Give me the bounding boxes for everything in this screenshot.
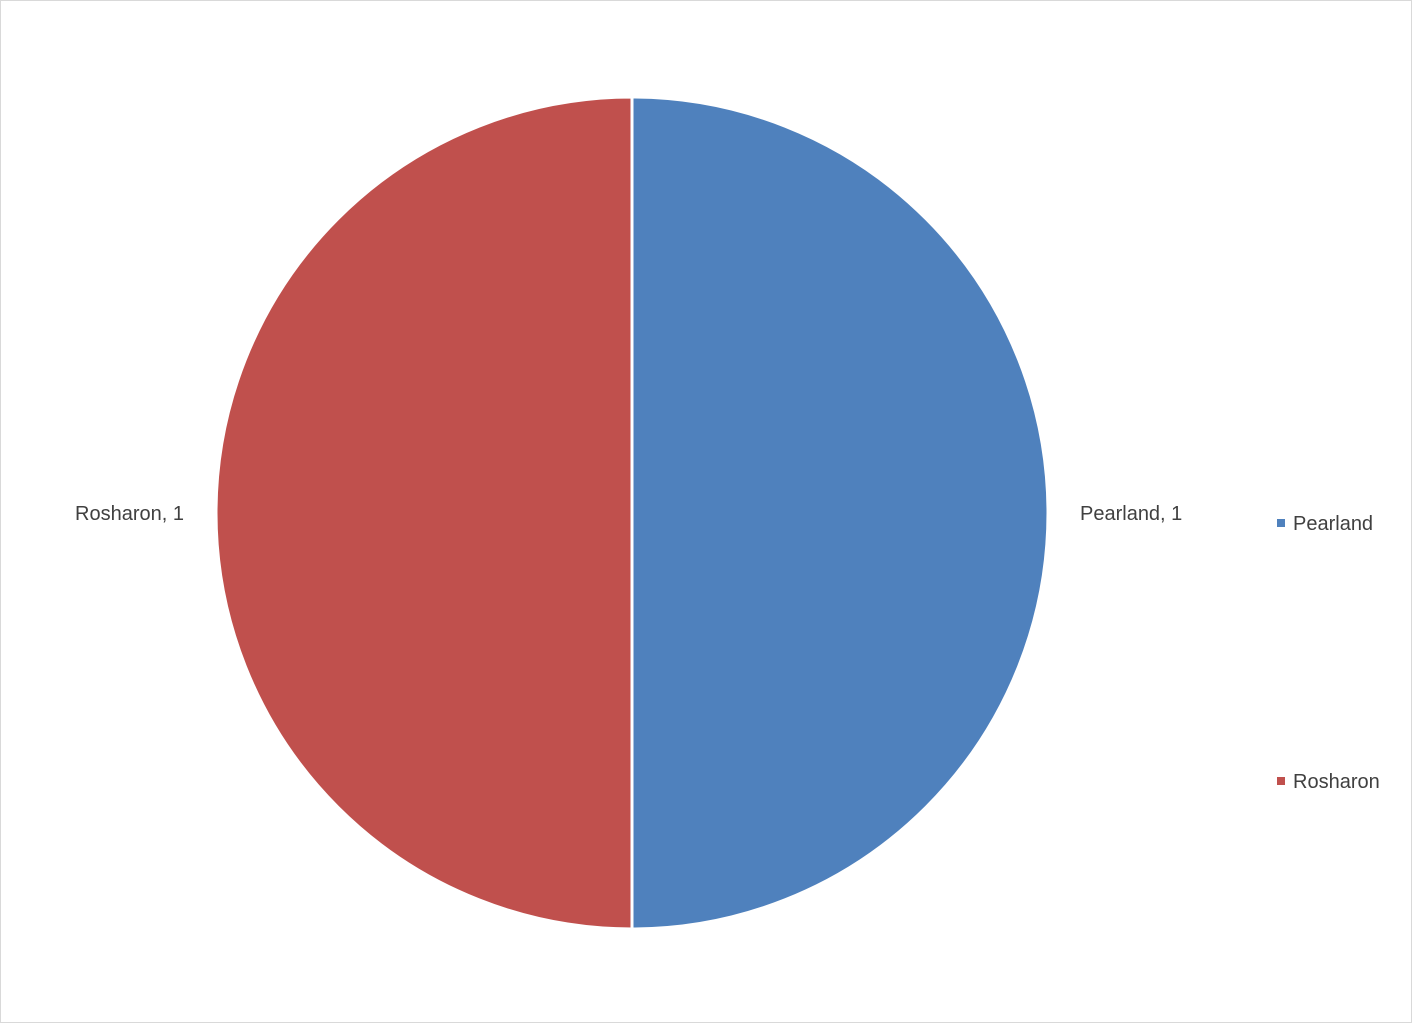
pie-slice-rosharon [214,95,634,931]
pie-slices [214,95,1050,931]
legend-swatch-pearland [1277,519,1285,527]
data-label-rosharon: Rosharon, 1 [75,503,184,525]
pie-data-labels: Pearland, 1 Rosharon, 1 [75,503,1182,525]
legend-swatch-rosharon [1277,777,1285,785]
legend-label-rosharon: Rosharon [1293,771,1380,793]
legend-label-pearland: Pearland [1293,513,1373,535]
data-label-pearland: Pearland, 1 [1080,503,1182,525]
pie-slice-pearland [630,95,1050,931]
legend: Pearland Rosharon [1277,513,1380,793]
